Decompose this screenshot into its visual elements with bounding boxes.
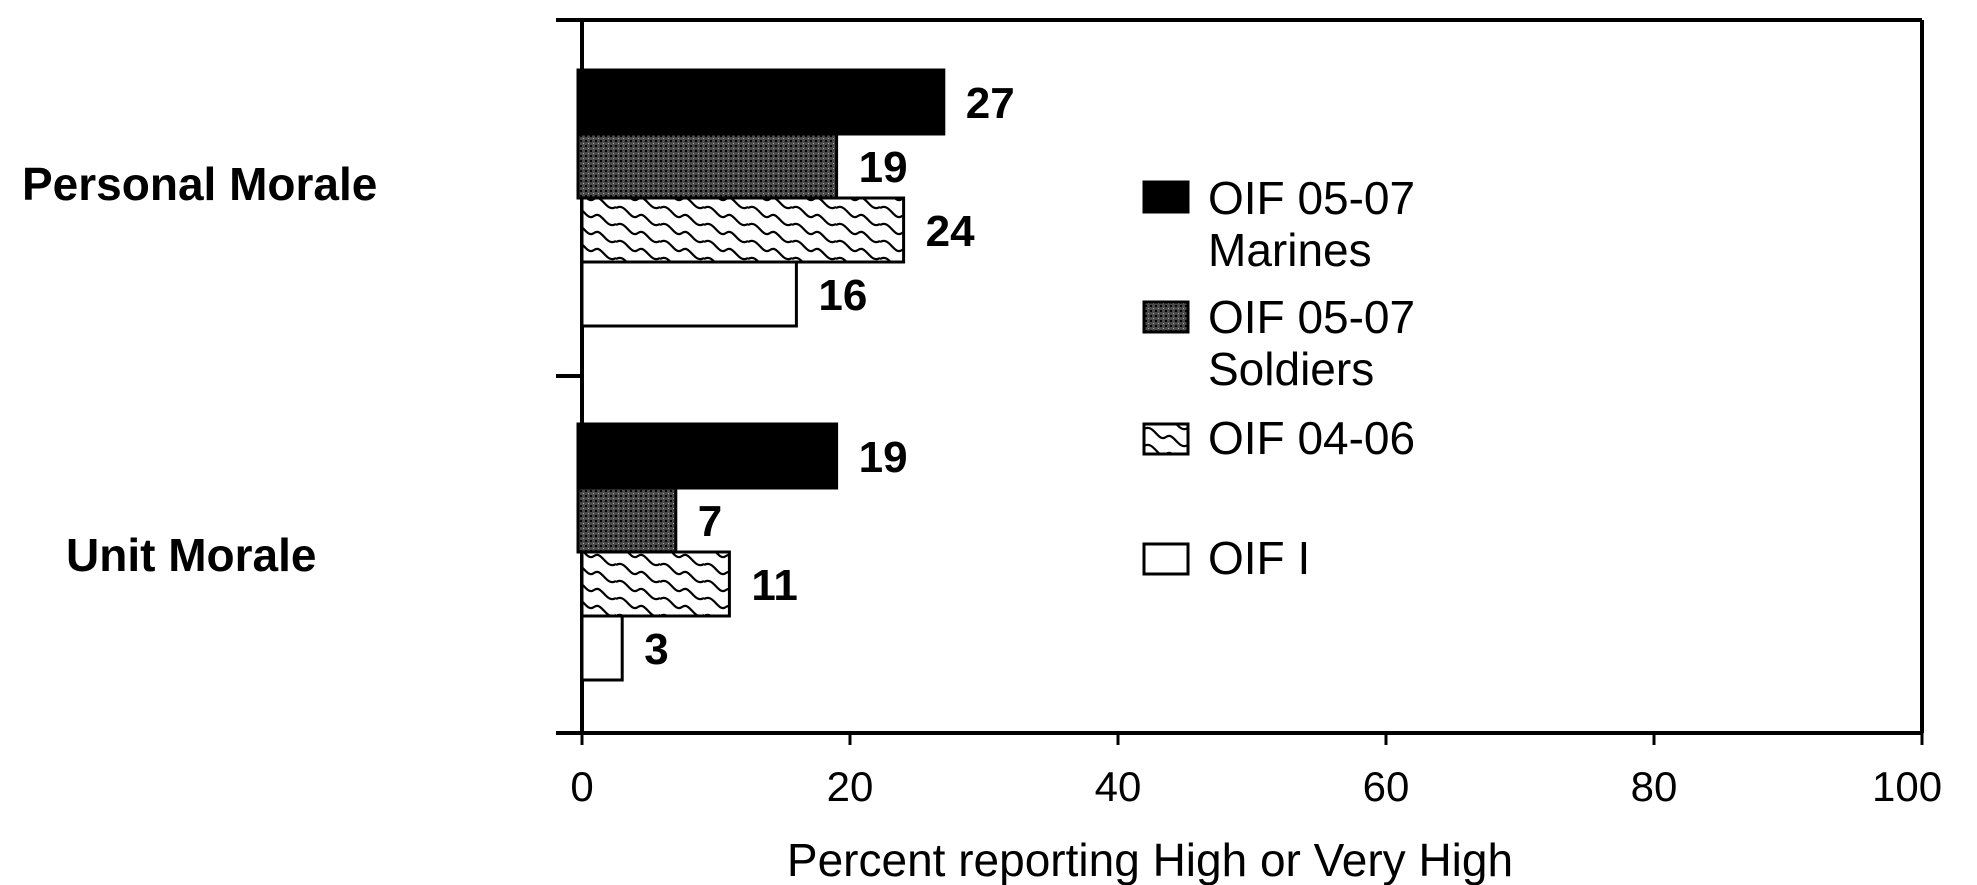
bar-unit-morale-oif-05-07-marines	[576, 422, 839, 490]
bar-personal-morale-oif-05-07-soldiers	[576, 132, 839, 200]
legend-swatch-soldiers	[1142, 300, 1190, 334]
data-label-unit-morale-oif-05-07-soldiers: 7	[698, 497, 722, 546]
x-axis-ticks: 0 20 40 60 80 100	[570, 733, 1942, 810]
legend-label-soldiers-line1: OIF 05-07	[1208, 291, 1415, 343]
data-label-personal-morale-oif-i: 16	[818, 271, 867, 320]
bar-personal-morale-oif-i	[580, 260, 798, 328]
bars-group: 27 19 24 16 19 7 11 3	[576, 68, 1015, 682]
data-label-unit-morale-oif-i: 3	[644, 625, 668, 674]
legend-swatch-marines	[1142, 180, 1190, 214]
legend: OIF 05-07 Marines OIF 05-07 Soldiers OIF…	[1142, 172, 1415, 584]
x-tick-label-100: 100	[1872, 763, 1942, 810]
x-tick-label-60: 60	[1363, 763, 1410, 810]
data-label-unit-morale-oif-05-07-marines: 19	[859, 433, 908, 482]
data-label-unit-morale-oif-04-06: 11	[751, 561, 798, 610]
bar-personal-morale-oif-05-07-marines	[576, 68, 946, 136]
legend-label-oif-04-06: OIF 04-06	[1208, 412, 1415, 464]
category-label-unit-morale: Unit Morale	[66, 529, 316, 581]
legend-label-marines-line1: OIF 05-07	[1208, 172, 1415, 224]
legend-swatch-oif-i	[1142, 542, 1190, 576]
legend-swatch-oif-04-06	[1142, 422, 1190, 456]
data-label-personal-morale-oif-05-07-marines: 27	[966, 79, 1015, 128]
legend-label-soldiers-line2: Soldiers	[1208, 343, 1374, 395]
x-tick-label-0: 0	[570, 763, 593, 810]
bar-unit-morale-oif-04-06	[580, 550, 731, 618]
x-axis-label: Percent reporting High or Very High	[787, 834, 1513, 885]
x-tick-label-20: 20	[827, 763, 874, 810]
data-label-personal-morale-oif-05-07-soldiers: 19	[859, 143, 908, 192]
x-tick-label-40: 40	[1095, 763, 1142, 810]
category-label-personal-morale: Personal Morale	[22, 158, 377, 210]
bar-personal-morale-oif-04-06	[580, 196, 906, 264]
legend-label-oif-i: OIF I	[1208, 532, 1310, 584]
bar-unit-morale-oif-i	[580, 614, 624, 682]
x-tick-label-80: 80	[1631, 763, 1678, 810]
data-label-personal-morale-oif-04-06: 24	[926, 207, 975, 256]
legend-label-marines-line2: Marines	[1208, 224, 1372, 276]
bar-unit-morale-oif-05-07-soldiers	[576, 486, 678, 554]
